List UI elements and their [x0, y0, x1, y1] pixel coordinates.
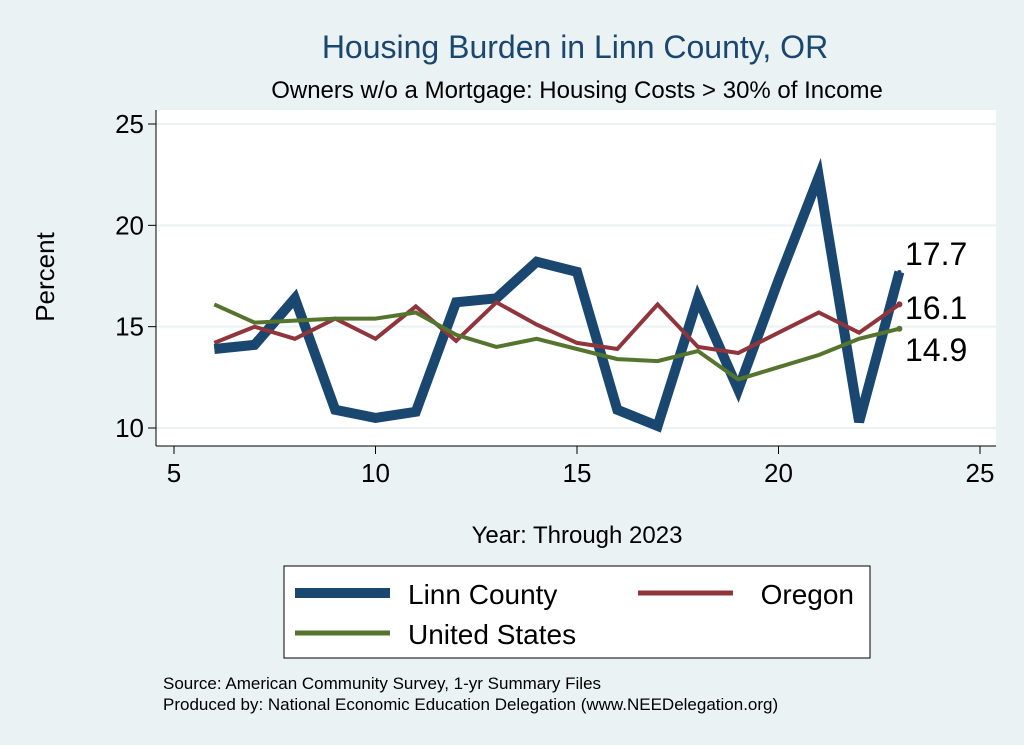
x-tick-label: 20 — [764, 458, 793, 488]
legend-label-united-states: United States — [408, 619, 576, 650]
x-tick-label: 25 — [966, 458, 995, 488]
legend-label-linn-county: Linn County — [408, 579, 557, 610]
series-line-united-states — [213, 302, 900, 382]
y-axis-label: Percent — [30, 231, 60, 321]
legend-label-oregon: Oregon — [761, 579, 854, 610]
series-endpoint-oregon — [896, 301, 903, 308]
y-tick-label: 10 — [115, 413, 144, 443]
end-label-united-states: 14.9 — [905, 332, 967, 368]
y-tick-label: 20 — [115, 210, 144, 240]
chart-title: Housing Burden in Linn County, OR — [322, 29, 828, 65]
y-tick-label: 25 — [115, 109, 144, 139]
legend-box — [283, 565, 871, 659]
x-tick-label: 15 — [563, 458, 592, 488]
x-tick-label: 5 — [167, 458, 181, 488]
chart-subtitle: Owners w/o a Mortgage: Housing Costs > 3… — [271, 77, 883, 104]
x-axis-label: Year: Through 2023 — [472, 522, 683, 549]
end-label-oregon: 16.1 — [905, 290, 967, 326]
end-label-linn-county: 17.7 — [905, 236, 967, 272]
series-line-linn-county — [213, 157, 905, 433]
x-tick-label: 10 — [361, 458, 390, 488]
series-line-oregon — [213, 299, 901, 356]
source-note: Source: American Community Survey, 1-yr … — [163, 674, 601, 693]
series-endpoint-linn-county — [897, 269, 902, 274]
produced-note: Produced by: National Economic Education… — [163, 695, 778, 714]
series-endpoint-united-states — [896, 325, 903, 332]
y-tick-label: 15 — [115, 312, 144, 342]
